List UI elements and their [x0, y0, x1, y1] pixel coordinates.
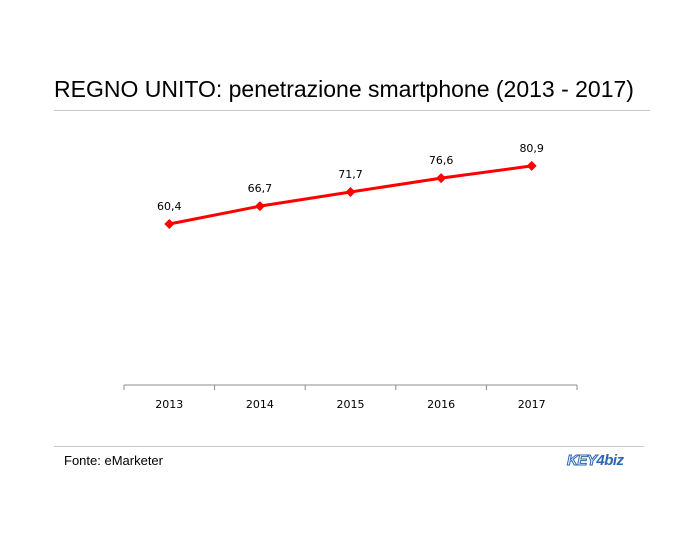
logo-biz-text: biz: [604, 452, 624, 469]
key4biz-logo: KEY4biz: [566, 452, 624, 470]
x-tick-label: 2016: [427, 398, 455, 411]
data-series: [164, 160, 537, 229]
x-tick-label: 2017: [518, 398, 546, 411]
x-tick-label: 2014: [246, 398, 274, 411]
data-label: 71,7: [338, 168, 363, 181]
data-point-marker: [436, 173, 447, 184]
data-label: 60,4: [157, 200, 182, 213]
data-labels: 60,4 66,7 71,7 76,6 80,9: [157, 142, 544, 213]
chart-title: REGNO UNITO: penetrazione smartphone (20…: [54, 76, 634, 102]
footer-divider: [54, 446, 644, 447]
logo-key-text: KEY: [566, 452, 597, 470]
data-point-marker: [164, 219, 175, 229]
x-tick-label: 2015: [337, 398, 365, 411]
data-point-marker: [345, 186, 356, 197]
x-axis: 2013 2014 2015 2016 2017: [123, 384, 578, 411]
source-note: Fonte: eMarketer: [64, 453, 163, 468]
data-point-marker: [526, 160, 537, 171]
data-label: 80,9: [519, 142, 544, 155]
data-point-marker: [254, 201, 265, 212]
logo-four-text: 4: [596, 452, 605, 469]
x-tick-label: 2013: [155, 398, 183, 411]
title-divider: [54, 110, 650, 111]
data-label: 76,6: [429, 154, 454, 167]
data-label: 66,7: [248, 182, 273, 195]
